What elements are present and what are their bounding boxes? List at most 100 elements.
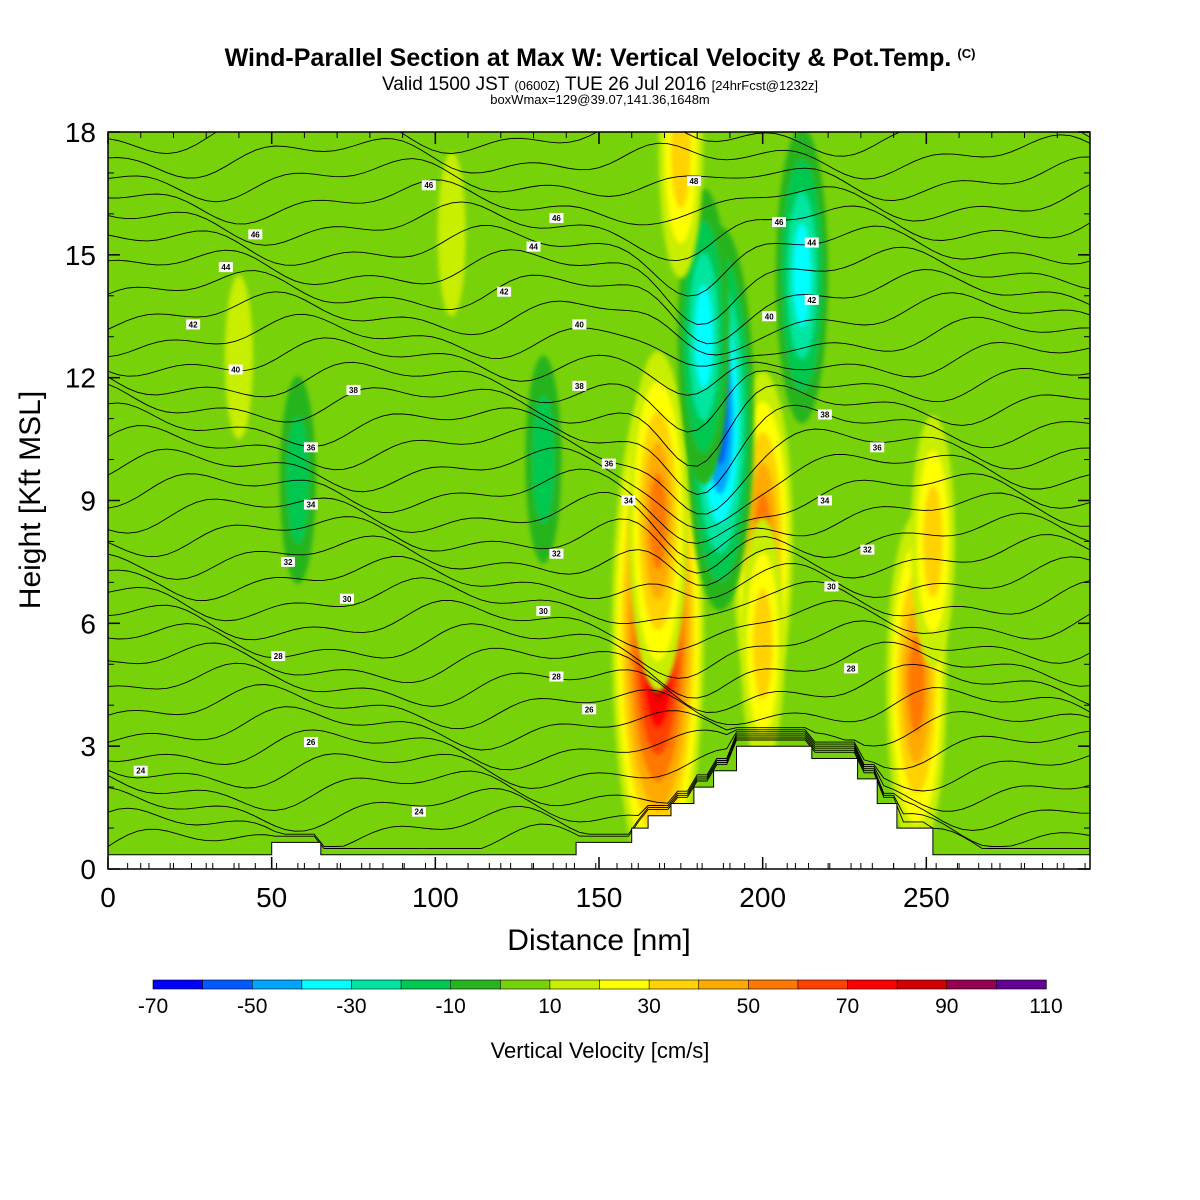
contour-label-text: 34 — [820, 497, 829, 506]
contour-label-text: 36 — [604, 460, 613, 469]
contour-label: 40 — [572, 319, 587, 330]
x-tick-label: 200 — [739, 882, 786, 913]
contour-label-text: 30 — [343, 595, 352, 604]
contour-label-box — [228, 364, 243, 375]
velocity-cell — [740, 517, 785, 770]
theta-contour-line — [108, 179, 1090, 226]
subtitle-zulu: (0600Z) — [514, 78, 560, 93]
theta-contour-line — [108, 383, 1090, 467]
contour-label: 24 — [411, 806, 426, 817]
contour-label-text: 38 — [349, 386, 358, 395]
contour-label-box — [621, 495, 636, 506]
contour-label-text: 46 — [424, 181, 433, 190]
contour-label-text: 28 — [847, 664, 856, 673]
contour-label-text: 42 — [500, 288, 509, 297]
colorbar-tick-label: 10 — [538, 995, 561, 1018]
terrain-hatch — [127, 863, 1086, 869]
contour-label: 32 — [281, 556, 296, 567]
contour-label-text: 44 — [221, 263, 230, 272]
contour-label-box — [303, 499, 318, 510]
theta-contour-line — [108, 468, 1090, 544]
contour-label-box — [526, 241, 541, 252]
contour-label: 44 — [218, 262, 233, 273]
contour-label-box — [421, 180, 436, 191]
contour-label-text: 34 — [306, 501, 315, 510]
contour-label-text: 30 — [539, 607, 548, 616]
contour-label: 30 — [339, 593, 354, 604]
terrain — [108, 745, 1090, 869]
colorbar-swatch — [748, 979, 799, 990]
contour-label-box — [804, 237, 819, 248]
contour-label-box — [772, 217, 787, 228]
velocity-cell — [910, 415, 955, 668]
contour-label: 36 — [870, 442, 885, 453]
velocity-cell — [627, 350, 688, 691]
contour-label-text: 48 — [689, 177, 698, 186]
contour-label-box — [536, 606, 551, 617]
contour-label: 30 — [824, 581, 839, 592]
theta-contour-line — [108, 577, 1090, 624]
theta-contour-line — [108, 201, 1090, 262]
contour-label-box — [817, 495, 832, 506]
title-units-mark: (C) — [957, 46, 976, 61]
contour-label-text: 38 — [575, 382, 584, 391]
colorbar-title: Vertical Velocity [cm/s] — [491, 1038, 710, 1063]
theta-contour-line — [108, 735, 1090, 832]
contour-label: 26 — [582, 704, 597, 715]
theta-contour-labels: 24 24 26 26 28 28 28 30 30 30 32 32 32 34 34 34 36 36 36 38… — [133, 176, 885, 817]
theta-contour-line — [108, 534, 1090, 586]
colorbar-swatch — [549, 979, 601, 990]
contour-label-box — [860, 544, 875, 555]
contour-label-text: 46 — [775, 218, 784, 227]
contour-label-text: 36 — [306, 443, 315, 452]
theta-contour-line — [108, 156, 1090, 203]
contour-label: 30 — [536, 606, 551, 617]
velocity-cell — [224, 275, 253, 440]
chart-title-text: Wind-Parallel Section at Max W: Vertical… — [224, 44, 952, 72]
contour-label: 44 — [804, 237, 819, 248]
velocity-band — [437, 152, 466, 317]
contour-label-box — [844, 663, 859, 674]
subtitle-valid: Valid 1500 JST — [381, 74, 510, 95]
contour-label-box — [218, 262, 233, 273]
contour-label-box — [303, 737, 318, 748]
contour-label-box — [186, 319, 201, 330]
contour-label-text: 44 — [807, 239, 816, 248]
contour-label: 42 — [186, 319, 201, 330]
contour-label: 44 — [526, 241, 541, 252]
contour-label: 28 — [844, 663, 859, 674]
x-tick-label: 150 — [576, 882, 623, 913]
contour-label-box — [817, 409, 832, 420]
contour-label: 34 — [303, 499, 318, 510]
y-tick-label: 12 — [65, 363, 96, 394]
contour-label: 38 — [817, 409, 832, 420]
velocity-band — [752, 587, 773, 700]
y-tick-label: 3 — [80, 731, 96, 762]
contour-label: 40 — [762, 311, 777, 322]
colorbar-tick-label: 50 — [737, 995, 760, 1018]
colorbar-swatch — [648, 979, 700, 990]
contour-label-box — [824, 581, 839, 592]
contour-label-box — [271, 651, 286, 662]
theta-contour-line — [108, 737, 1090, 847]
contour-label: 48 — [686, 176, 701, 187]
contour-label-text: 44 — [529, 243, 538, 252]
y-tick-label: 18 — [65, 117, 96, 148]
contour-label: 46 — [772, 217, 787, 228]
chart-title: Wind-Parallel Section at Max W: Vertical… — [0, 44, 1200, 73]
contour-label-box — [549, 212, 564, 223]
theta-contour-line — [108, 662, 1090, 713]
contour-label-box — [549, 671, 564, 682]
velocity-band — [907, 636, 926, 734]
contour-label-text: 24 — [415, 808, 424, 817]
contour-label: 34 — [817, 495, 832, 506]
colorbar-tick-label: -30 — [336, 995, 366, 1018]
theta-contour-line — [108, 134, 1090, 180]
colorbar-tick-label: -70 — [138, 995, 168, 1018]
x-tick-label: 100 — [412, 882, 459, 913]
theta-contour-line — [108, 337, 1090, 396]
contour-label-text: 36 — [873, 443, 882, 452]
y-tick-label: 6 — [80, 608, 96, 639]
colorbar-swatch — [896, 979, 948, 990]
theta-contour-line — [108, 733, 1090, 812]
